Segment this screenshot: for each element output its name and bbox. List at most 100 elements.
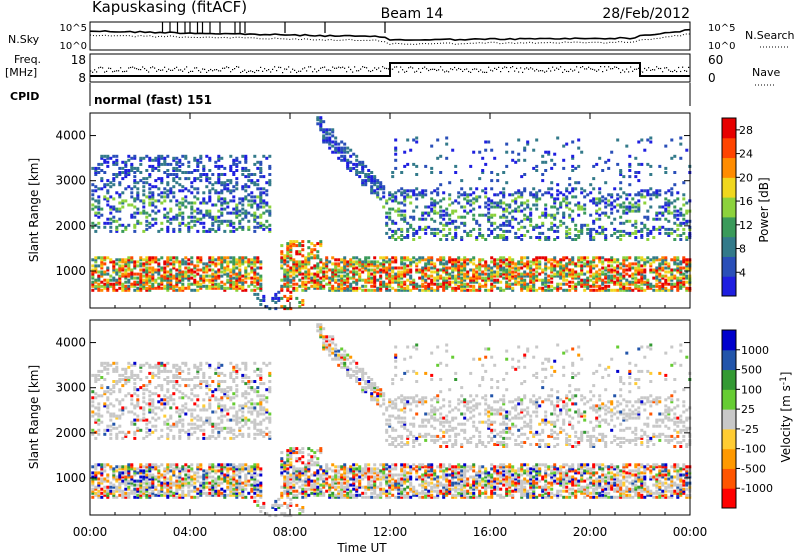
power-cell <box>652 284 656 288</box>
power-cell <box>346 166 350 170</box>
velocity-cell <box>142 406 146 410</box>
power-cell <box>208 156 212 160</box>
power-cell <box>448 231 452 235</box>
velocity-cell <box>151 483 155 487</box>
power-cell <box>91 276 95 280</box>
power-cell <box>250 280 254 284</box>
power-cell <box>214 278 218 282</box>
power-cell <box>634 286 638 290</box>
power-cell <box>640 229 644 233</box>
nave-dot <box>506 66 508 69</box>
power-cell <box>478 213 482 217</box>
nave-dot <box>448 71 450 73</box>
power-cell <box>106 203 110 207</box>
velocity-cell <box>97 432 101 436</box>
power-cell <box>553 260 557 264</box>
power-cell <box>229 229 233 233</box>
power-cell <box>208 197 212 201</box>
nave-dot <box>164 66 166 68</box>
power-cell <box>223 185 227 189</box>
power-cell <box>517 266 521 270</box>
power-cell <box>496 264 500 268</box>
power-cell <box>655 278 659 282</box>
power-cell <box>142 278 146 282</box>
power-cell <box>376 185 380 189</box>
power-cell <box>547 150 551 154</box>
power-cell <box>187 177 191 181</box>
power-cell <box>571 189 575 193</box>
nave-dot <box>584 68 586 70</box>
velocity-cell <box>112 475 116 479</box>
power-cell <box>199 260 203 264</box>
power-cell <box>439 154 443 158</box>
power-cell <box>355 169 359 172</box>
power-cell <box>319 276 323 280</box>
power-cell <box>178 288 182 292</box>
power-cell <box>289 296 293 300</box>
power-cell <box>463 274 467 278</box>
power-cell <box>127 260 131 264</box>
power-cell <box>556 207 560 211</box>
velocity-cell <box>109 467 113 471</box>
velocity-cell <box>166 485 170 489</box>
power-cell <box>202 191 206 195</box>
power-cell <box>520 175 524 179</box>
power-cell <box>214 264 218 268</box>
power-cell <box>466 274 470 278</box>
power-cell <box>679 142 683 146</box>
velocity-cell <box>127 493 131 497</box>
power-cell <box>340 288 344 292</box>
nave-dot <box>402 69 404 71</box>
power-cell <box>250 203 254 207</box>
power-cell <box>97 282 101 286</box>
power-cell <box>217 156 221 160</box>
velocity-cell <box>118 483 122 487</box>
power-cell <box>367 278 371 282</box>
power-cell <box>655 276 659 280</box>
power-cell <box>517 280 521 284</box>
power-cell <box>154 268 158 272</box>
power-cell <box>607 264 611 268</box>
power-cell <box>91 274 95 278</box>
power-cell <box>253 201 257 205</box>
power-cell <box>433 266 437 270</box>
power-cell <box>130 187 134 191</box>
nave-dot <box>226 66 228 68</box>
power-cell <box>643 195 647 199</box>
power-cell <box>217 225 221 229</box>
power-cell <box>256 272 260 276</box>
power-cell <box>319 126 323 130</box>
velocity-cell <box>97 378 101 381</box>
power-cell <box>595 264 599 268</box>
power-cell <box>544 276 548 280</box>
velocity-cell <box>142 487 146 491</box>
velocity-cell <box>115 369 119 373</box>
velocity-cell <box>118 373 122 377</box>
power-cell <box>394 221 398 225</box>
power-cell <box>298 262 302 266</box>
power-cell <box>343 270 347 274</box>
velocity-cell <box>136 373 140 377</box>
power-cell <box>613 274 617 278</box>
power-cell <box>433 278 437 282</box>
power-cell <box>205 211 209 215</box>
velocity-cell <box>112 483 116 487</box>
nave-dot <box>572 70 574 72</box>
power-cell <box>589 260 593 264</box>
power-cell <box>436 272 440 276</box>
power-cell <box>625 211 629 215</box>
power-cell <box>583 262 587 266</box>
power-cell <box>505 280 509 284</box>
power-cell <box>208 268 212 272</box>
power-cell <box>604 238 608 241</box>
power-cell <box>496 270 500 274</box>
power-cell <box>106 160 110 164</box>
velocity-cell <box>142 384 146 388</box>
power-cell <box>379 183 383 187</box>
velocity-cell <box>118 390 122 394</box>
power-cell <box>436 201 440 205</box>
velocity-cell <box>124 475 128 479</box>
power-cell <box>628 154 632 158</box>
power-cell <box>151 201 155 205</box>
power-cell <box>490 187 494 191</box>
